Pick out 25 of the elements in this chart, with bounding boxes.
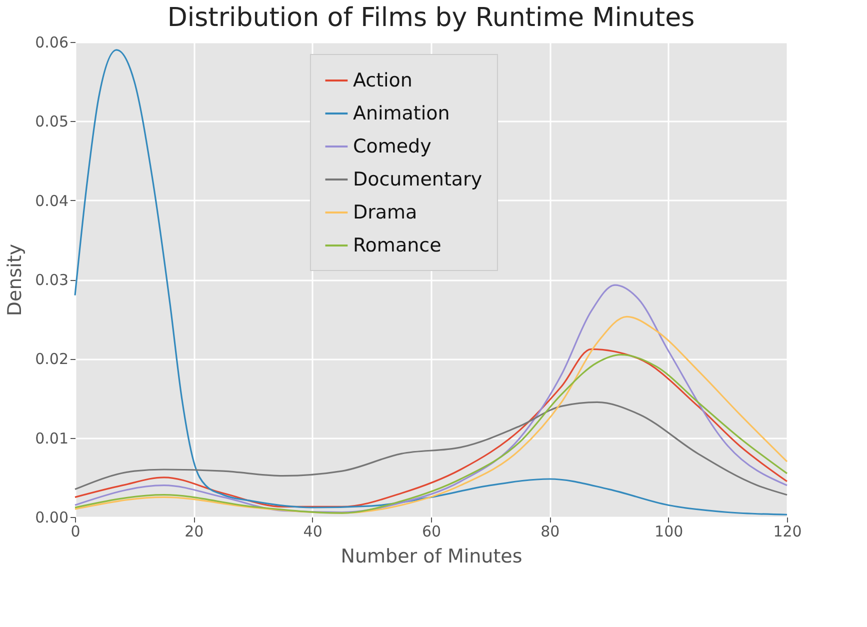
x-tick-label: 80 bbox=[540, 522, 560, 540]
line-series bbox=[74, 49, 788, 516]
y-tick-label: 0.03 bbox=[35, 271, 68, 289]
y-tick-label: 0.05 bbox=[35, 112, 68, 131]
x-tick-label: 120 bbox=[773, 522, 802, 540]
legend-label: Action bbox=[352, 70, 412, 92]
x-tick-label: 40 bbox=[303, 522, 322, 540]
legend-label: Animation bbox=[352, 102, 450, 124]
x-axis-title: Number of Minutes bbox=[340, 546, 522, 568]
y-tick-label: 0.01 bbox=[35, 429, 68, 448]
y-axis-title: Density bbox=[4, 244, 26, 316]
x-tick-label: 60 bbox=[422, 522, 442, 540]
line-series bbox=[74, 401, 788, 496]
legend-label: Romance bbox=[352, 234, 442, 256]
legend-label: Drama bbox=[352, 202, 418, 224]
chart-title: Distribution of Films by Runtime Minutes bbox=[167, 3, 695, 33]
x-tick-label: 100 bbox=[654, 522, 684, 540]
x-tick-label: 0 bbox=[70, 522, 80, 540]
y-tick-label: 0.06 bbox=[35, 34, 68, 52]
y-tick-label: 0.00 bbox=[35, 508, 68, 526]
legend-label: Documentary bbox=[352, 168, 482, 190]
y-tick-label: 0.02 bbox=[35, 350, 68, 368]
legend-label: Comedy bbox=[352, 136, 432, 158]
x-tick-label: 20 bbox=[184, 522, 204, 540]
y-tick-label: 0.04 bbox=[35, 192, 68, 210]
